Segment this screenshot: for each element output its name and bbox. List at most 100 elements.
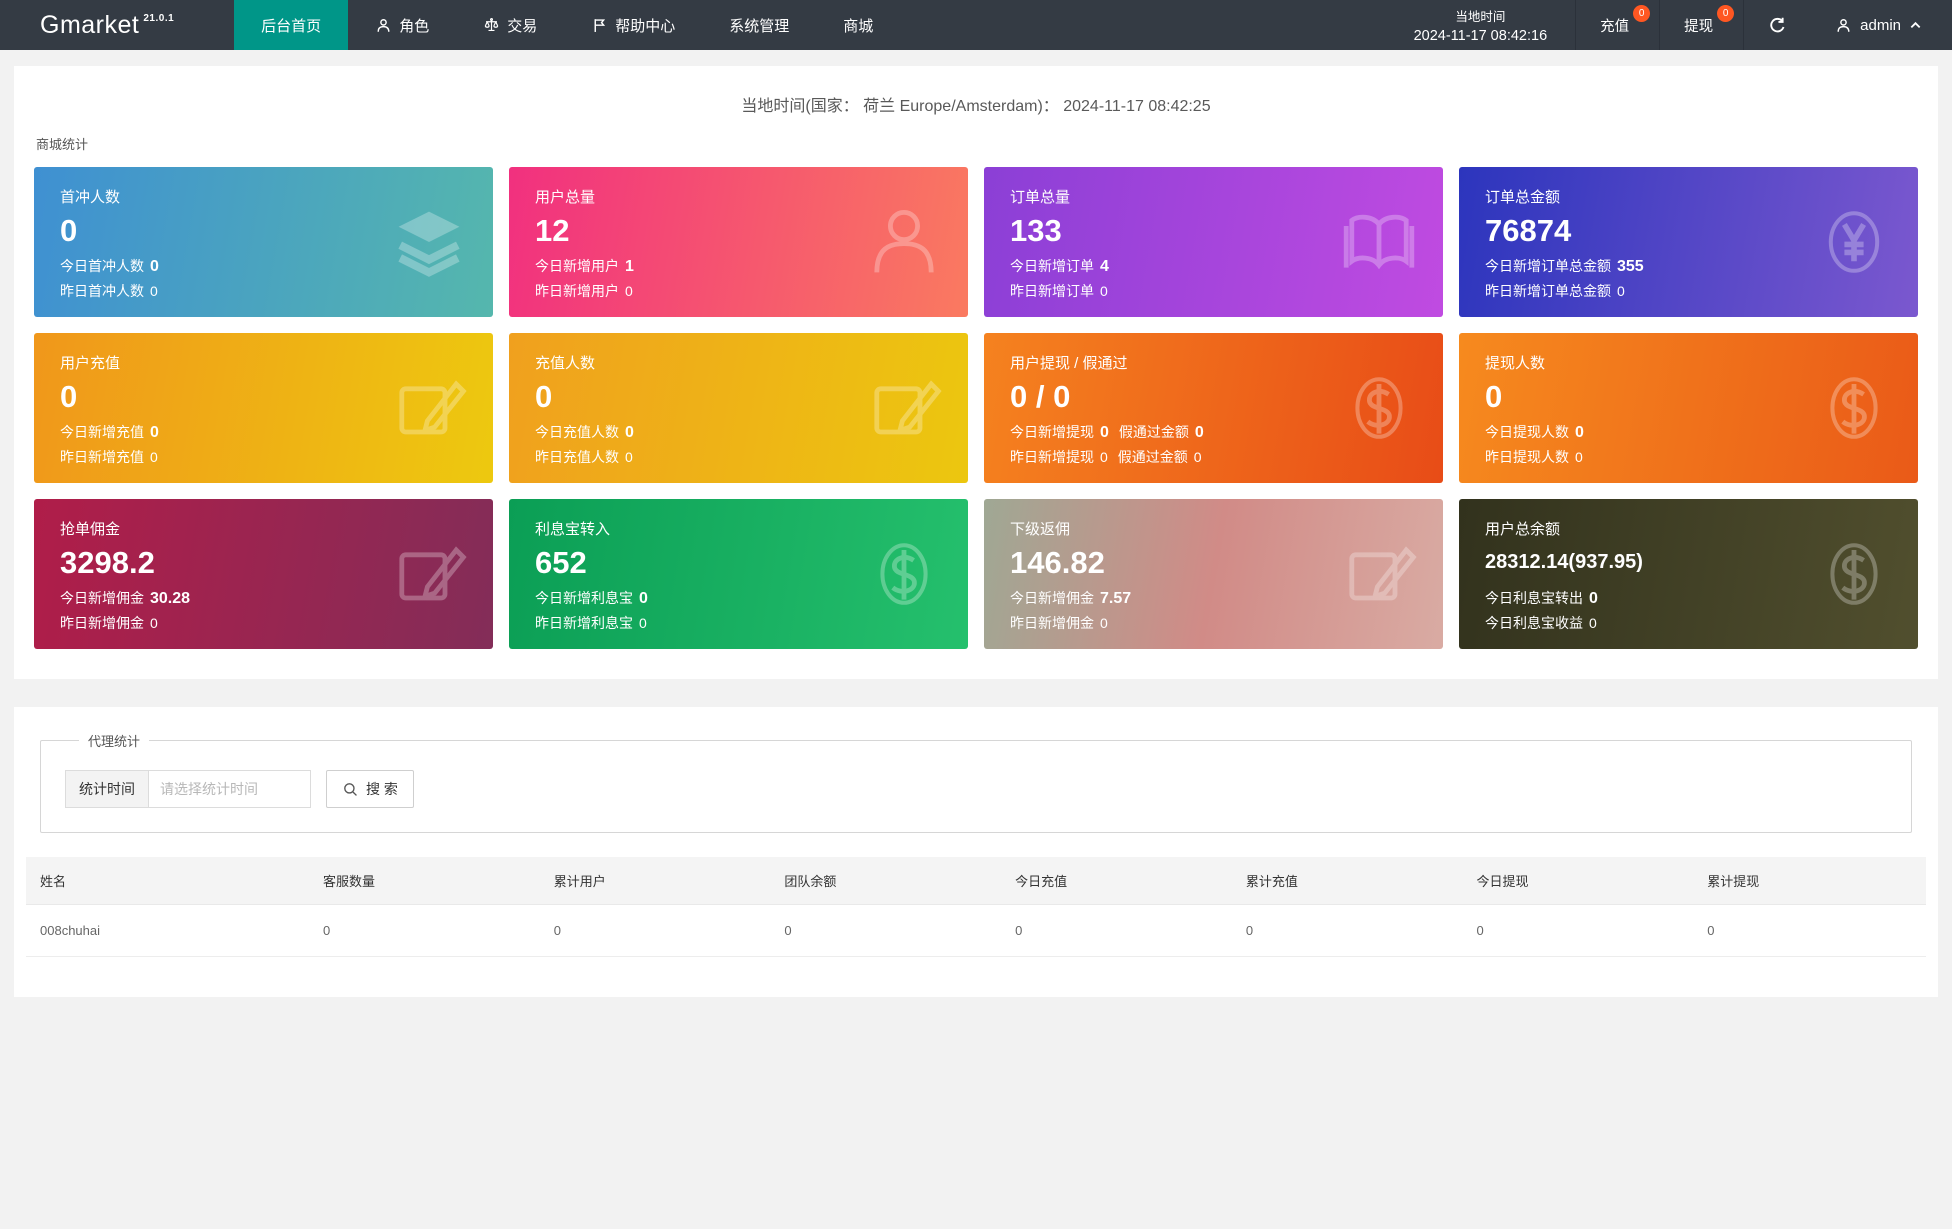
time-input[interactable]: [148, 770, 311, 808]
table-header-cell: 累计用户: [541, 857, 773, 905]
stat-card-today-line: 今日提现人数 0: [1485, 422, 1892, 442]
user-icon: [1837, 18, 1850, 32]
edit-icon: [1339, 534, 1419, 614]
refresh-icon[interactable]: [1743, 0, 1811, 50]
brand-logo[interactable]: Gmarket 21.0.1: [0, 0, 234, 50]
nav-item-label: 帮助中心: [615, 17, 676, 35]
stat-card: 订单总金额 76874 今日新增订单总金额 355 昨日新增订单总金额 0: [1459, 167, 1918, 317]
stat-card-title: 订单总量: [1010, 189, 1071, 206]
agent-panel: 代理统计 统计时间 搜 索 姓名客服数量累计用户团队余额今日充值累计充值今日提现…: [14, 707, 1938, 997]
stat-line-label: 今日利息宝转出: [1485, 590, 1583, 606]
layers-icon: [389, 202, 469, 282]
stat-line-value: 0: [150, 283, 158, 299]
stat-card: 提现人数 0 今日提现人数 0 昨日提现人数 0: [1459, 333, 1918, 483]
stat-card-today-line: 今日新增充值 0: [60, 422, 467, 442]
recharge-badge: 0: [1633, 5, 1651, 22]
stat-card-title: 用户提现 / 假通过: [1010, 355, 1128, 372]
stat-card-today-line: 今日新增利息宝 0: [535, 588, 942, 608]
stat-line-label: 今日新增提现: [1010, 424, 1094, 440]
stat-card-title: 订单总金额: [1485, 189, 1561, 206]
stat-card-today-line: 今日充值人数 0: [535, 422, 942, 442]
recharge-nav-item[interactable]: 充值 0: [1575, 0, 1659, 50]
stat-card-today-line: 今日新增订单 4: [1010, 256, 1417, 276]
stat-card-value: 3298.2: [60, 545, 155, 580]
stat-line-value: 0: [1589, 590, 1598, 607]
edit-icon: [864, 368, 944, 448]
stat-card-today-line: 今日新增订单总金额 355: [1485, 256, 1892, 276]
flag-icon: [591, 17, 608, 34]
table-header-cell: 客服数量: [311, 857, 542, 905]
stat-card-today-line: 今日利息宝转出 0: [1485, 588, 1892, 608]
stat-card-value: 0: [60, 379, 78, 414]
chevron-up-icon: [1910, 21, 1921, 28]
stat-line-label: 今日提现人数: [1485, 424, 1569, 440]
stat-card-today-line: 今日新增佣金 7.57: [1010, 588, 1417, 608]
navbar-right: 当地时间 2024-11-17 08:42:16 充值 0 提现 0 admin: [1386, 0, 1952, 50]
stat-card: 下级返佣 146.82 今日新增佣金 7.57 昨日新增佣金 0: [984, 499, 1443, 649]
stat-line-value: 0: [150, 424, 159, 441]
stat-line-label: 假通过金额: [1118, 424, 1189, 440]
nav-item-dashboard[interactable]: 后台首页: [234, 0, 349, 50]
nav-item-roles[interactable]: 角色: [348, 0, 456, 50]
stats-panel: 当地时间(国家： 荷兰 Europe/Amsterdam)： 2024-11-1…: [14, 66, 1938, 679]
stats-section-label: 商城统计: [36, 137, 89, 152]
nav-item-trade[interactable]: 交易: [456, 0, 564, 50]
stat-line-label: 今日新增用户: [535, 258, 619, 274]
stat-line-label: 昨日充值人数: [535, 449, 619, 465]
stat-card-value: 28312.14(937.95): [1485, 551, 1643, 573]
withdraw-label: 提现: [1684, 18, 1714, 35]
stat-line-label: 昨日新增订单: [1010, 283, 1094, 299]
stat-card-yesterday-line: 昨日充值人数 0: [535, 447, 942, 467]
stat-line-value: 0: [625, 283, 633, 299]
table-header-cell: 累计充值: [1233, 857, 1465, 905]
stat-card-yesterday-line: 昨日提现人数 0: [1485, 447, 1892, 467]
table-header-cell: 团队余额: [772, 857, 1004, 905]
stat-line-value: 0: [150, 449, 158, 465]
stat-card-value: 12: [535, 213, 570, 248]
stat-line-value: 0: [1617, 283, 1625, 299]
search-button[interactable]: 搜 索: [326, 770, 414, 808]
stat-card-yesterday-line: 今日利息宝收益 0: [1485, 613, 1892, 633]
main-nav: 后台首页 角色 交易 帮助中心 系统管理 商城: [234, 0, 900, 50]
nav-item-system[interactable]: 系统管理: [702, 0, 816, 50]
local-time-block: 当地时间 2024-11-17 08:42:16: [1386, 0, 1576, 50]
stat-card-value: 146.82: [1010, 545, 1105, 580]
brand-version: 21.0.1: [143, 12, 175, 24]
stat-card-yesterday-line: 昨日新增充值 0: [60, 447, 467, 467]
stat-card-title: 抢单佣金: [60, 521, 121, 538]
stat-card-value: 0: [535, 379, 553, 414]
stat-line-label: 今日充值人数: [535, 424, 619, 440]
stat-line-value: 0: [150, 615, 158, 631]
stat-line-value: 0: [639, 615, 647, 631]
stat-line-value: 0: [1100, 424, 1109, 441]
withdraw-nav-item[interactable]: 提现 0: [1659, 0, 1743, 50]
book-icon: [1339, 202, 1419, 282]
stat-line-label: 今日新增订单总金额: [1485, 258, 1611, 274]
nav-item-label: 系统管理: [729, 17, 790, 35]
stat-card: 订单总量 133 今日新增订单 4 昨日新增订单 0: [984, 167, 1443, 317]
time-field-label: 统计时间: [65, 770, 148, 808]
stat-card-value: 0: [60, 213, 78, 248]
table-cell: 0: [541, 904, 773, 957]
admin-menu[interactable]: admin: [1811, 0, 1952, 50]
stat-line-value: 0: [1100, 283, 1108, 299]
stat-line-value: 0: [1575, 424, 1584, 441]
stat-line-label: 昨日提现人数: [1485, 449, 1569, 465]
search-button-label: 搜 索: [366, 781, 398, 797]
nav-item-mall[interactable]: 商城: [816, 0, 900, 50]
user-icon: [864, 202, 944, 282]
table-header-cell: 今日充值: [1003, 857, 1234, 905]
nav-item-help-center[interactable]: 帮助中心: [564, 0, 702, 50]
stat-line-label: 昨日新增充值: [60, 449, 144, 465]
stat-card-yesterday-line: 昨日新增佣金 0: [60, 613, 467, 633]
stat-line-label: 昨日新增提现: [1010, 449, 1094, 465]
stat-line-label: 今日新增利息宝: [535, 590, 633, 606]
stat-card-title: 用户充值: [60, 355, 121, 372]
local-time-label: 当地时间: [1455, 10, 1506, 24]
edit-icon: [389, 368, 469, 448]
stat-card-yesterday-line: 昨日新增订单 0: [1010, 281, 1417, 301]
stat-card-today-line: 今日新增提现 0 假通过金额 0: [1010, 422, 1417, 442]
dollar-icon: [1339, 368, 1419, 448]
table-header-row: 姓名 客服数量 累计用户 团队余额 今日充值 累计充值 今日提现 累计提现: [26, 857, 1926, 905]
stat-card: 首冲人数 0 今日首冲人数 0 昨日首冲人数 0: [34, 167, 493, 317]
